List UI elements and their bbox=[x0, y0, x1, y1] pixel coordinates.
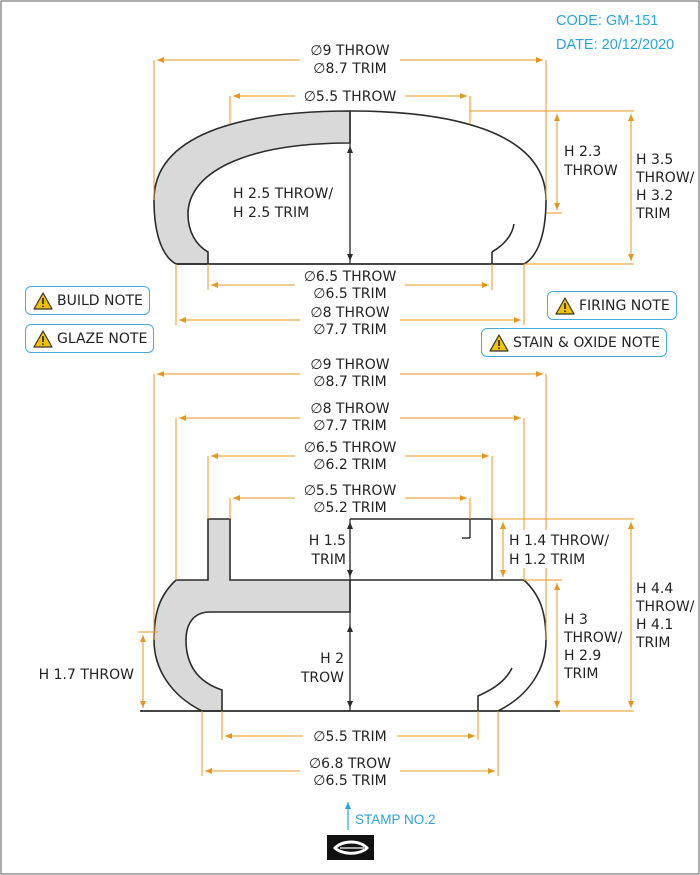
top-right-inner-lip bbox=[491, 223, 515, 253]
svg-text:THROW/: THROW/ bbox=[563, 630, 623, 646]
svg-text:THROW: THROW bbox=[563, 163, 618, 179]
svg-text:H 3: H 3 bbox=[564, 612, 588, 628]
bottom-dia-foot-trim-label: ∅5.5 TRIM bbox=[303, 727, 397, 745]
svg-text:H 2.3: H 2.3 bbox=[564, 144, 601, 160]
svg-text:∅6.2 TRIM: ∅6.2 TRIM bbox=[313, 457, 386, 473]
bottom-section-fill bbox=[153, 518, 351, 712]
svg-text:∅8.7 TRIM: ∅8.7 TRIM bbox=[313, 374, 386, 390]
warning-icon bbox=[33, 329, 53, 348]
firing-note-label: FIRING NOTE bbox=[579, 297, 670, 314]
svg-text:∅6.5 TRIM: ∅6.5 TRIM bbox=[313, 773, 386, 789]
top-h-center-label: H 2.5 THROW/ H 2.5 TRIM bbox=[233, 186, 333, 221]
bottom-dia-base-label: ∅6.8 TROW ∅6.5 TRIM bbox=[300, 753, 400, 789]
svg-text:H 2.5 THROW/: H 2.5 THROW/ bbox=[233, 186, 333, 202]
bottom-dia-flange-label: ∅5.5 THROW ∅5.2 TRIM bbox=[295, 480, 405, 516]
stain-oxide-note-badge[interactable]: STAIN & OXIDE NOTE bbox=[481, 328, 668, 357]
svg-text:H 1.4 THROW/: H 1.4 THROW/ bbox=[509, 533, 609, 549]
svg-text:THROW/: THROW/ bbox=[635, 170, 695, 186]
build-note-label: BUILD NOTE bbox=[57, 292, 143, 309]
bottom-view: ∅9 THROW ∅8.7 TRIM ∅8 THROW ∅7.7 TRIM ∅6… bbox=[39, 354, 698, 789]
svg-text:THROW/: THROW/ bbox=[635, 599, 695, 615]
stamp-callout: STAMP NO.2 bbox=[345, 802, 436, 830]
bottom-h-center-label: H 2 TROW bbox=[300, 651, 344, 686]
svg-text:∅9 THROW: ∅9 THROW bbox=[310, 43, 389, 59]
svg-text:TRIM: TRIM bbox=[311, 552, 347, 568]
glaze-note-label: GLAZE NOTE bbox=[57, 330, 148, 347]
build-note-badge[interactable]: BUILD NOTE bbox=[25, 286, 150, 315]
svg-text:∅6.8 TROW: ∅6.8 TROW bbox=[309, 756, 391, 772]
svg-text:TRIM: TRIM bbox=[563, 666, 599, 682]
svg-text:H 1.5: H 1.5 bbox=[309, 533, 346, 549]
warning-icon bbox=[33, 291, 53, 310]
svg-text:∅6.5 THROW: ∅6.5 THROW bbox=[304, 440, 397, 456]
svg-text:H 1.2 TRIM: H 1.2 TRIM bbox=[509, 552, 585, 568]
bottom-h-body-right-label: H 3 THROW/ H 2.9 TRIM bbox=[561, 606, 627, 682]
bottom-right-outline bbox=[497, 579, 547, 712]
top-dia-knob-label: ∅5.5 THROW bbox=[295, 86, 405, 105]
code-label: CODE: GM-151 bbox=[556, 13, 658, 29]
svg-text:H 1.7 THROW: H 1.7 THROW bbox=[39, 667, 135, 683]
svg-text:H 3.5: H 3.5 bbox=[636, 152, 673, 168]
svg-text:∅6.5 THROW: ∅6.5 THROW bbox=[304, 269, 397, 285]
svg-text:∅6.5 TRIM: ∅6.5 TRIM bbox=[313, 286, 386, 302]
top-dia-outer-label: ∅9 THROW ∅8.7 TRIM bbox=[300, 40, 400, 77]
bottom-h-flange-right-label: H 1.4 THROW/ H 1.2 TRIM bbox=[506, 530, 622, 568]
bottom-right-foot bbox=[477, 667, 513, 711]
warning-icon bbox=[489, 333, 509, 352]
svg-text:H 2.5 TRIM: H 2.5 TRIM bbox=[233, 205, 309, 221]
svg-text:∅5.5 THROW: ∅5.5 THROW bbox=[304, 89, 397, 105]
svg-text:∅7.7 TRIM: ∅7.7 TRIM bbox=[313, 322, 386, 338]
stamp-label: STAMP NO.2 bbox=[355, 812, 436, 827]
svg-text:H 2.9: H 2.9 bbox=[564, 648, 601, 664]
top-dia-base-label: ∅8 THROW ∅7.7 TRIM bbox=[300, 304, 400, 338]
top-h-right-label: H 2.3 THROW bbox=[563, 144, 618, 179]
svg-text:H 3.2: H 3.2 bbox=[636, 188, 673, 204]
svg-text:H 4.4: H 4.4 bbox=[636, 581, 673, 597]
svg-text:∅9 THROW: ∅9 THROW bbox=[310, 357, 389, 373]
bottom-h-left-label: H 1.7 THROW bbox=[39, 667, 135, 683]
stain-oxide-note-label: STAIN & OXIDE NOTE bbox=[513, 334, 661, 351]
svg-text:TROW: TROW bbox=[300, 670, 344, 686]
glaze-note-badge[interactable]: GLAZE NOTE bbox=[25, 324, 155, 353]
svg-text:∅5.2 TRIM: ∅5.2 TRIM bbox=[313, 500, 386, 516]
leaf-stamp-icon bbox=[327, 835, 374, 860]
svg-text:H 4.1: H 4.1 bbox=[636, 617, 673, 633]
svg-text:∅8 THROW: ∅8 THROW bbox=[310, 401, 389, 417]
svg-text:∅7.7 TRIM: ∅7.7 TRIM bbox=[313, 418, 386, 434]
bottom-flange-right bbox=[350, 518, 493, 580]
svg-text:∅5.5 THROW: ∅5.5 THROW bbox=[304, 483, 397, 499]
bottom-dia-second-label: ∅8 THROW ∅7.7 TRIM bbox=[300, 398, 400, 434]
svg-text:∅8 THROW: ∅8 THROW bbox=[310, 305, 389, 321]
date-label: DATE: 20/12/2020 bbox=[556, 37, 674, 53]
warning-icon bbox=[555, 296, 575, 315]
bottom-dia-outer-label: ∅9 THROW ∅8.7 TRIM bbox=[300, 354, 400, 390]
svg-text:TRIM: TRIM bbox=[635, 635, 671, 651]
svg-text:TRIM: TRIM bbox=[635, 206, 671, 222]
top-h-total-label: H 3.5 THROW/ H 3.2 TRIM bbox=[634, 146, 698, 224]
svg-text:∅5.5 TRIM: ∅5.5 TRIM bbox=[313, 729, 386, 745]
svg-text:H 2: H 2 bbox=[320, 651, 344, 667]
bottom-h-total-label: H 4.4 THROW/ H 4.1 TRIM bbox=[634, 575, 698, 651]
bottom-h-flange-left-label: H 1.5 TRIM bbox=[309, 533, 346, 568]
bottom-dia-third-label: ∅6.5 THROW ∅6.2 TRIM bbox=[295, 437, 405, 473]
top-right-outline bbox=[349, 110, 547, 265]
top-dia-foot-label: ∅6.5 THROW ∅6.5 TRIM bbox=[295, 268, 405, 302]
firing-note-badge[interactable]: FIRING NOTE bbox=[547, 291, 677, 320]
top-view: ∅9 THROW ∅8.7 TRIM ∅5.5 THROW H 2.3 THRO… bbox=[153, 40, 698, 338]
svg-text:∅8.7 TRIM: ∅8.7 TRIM bbox=[313, 61, 386, 77]
